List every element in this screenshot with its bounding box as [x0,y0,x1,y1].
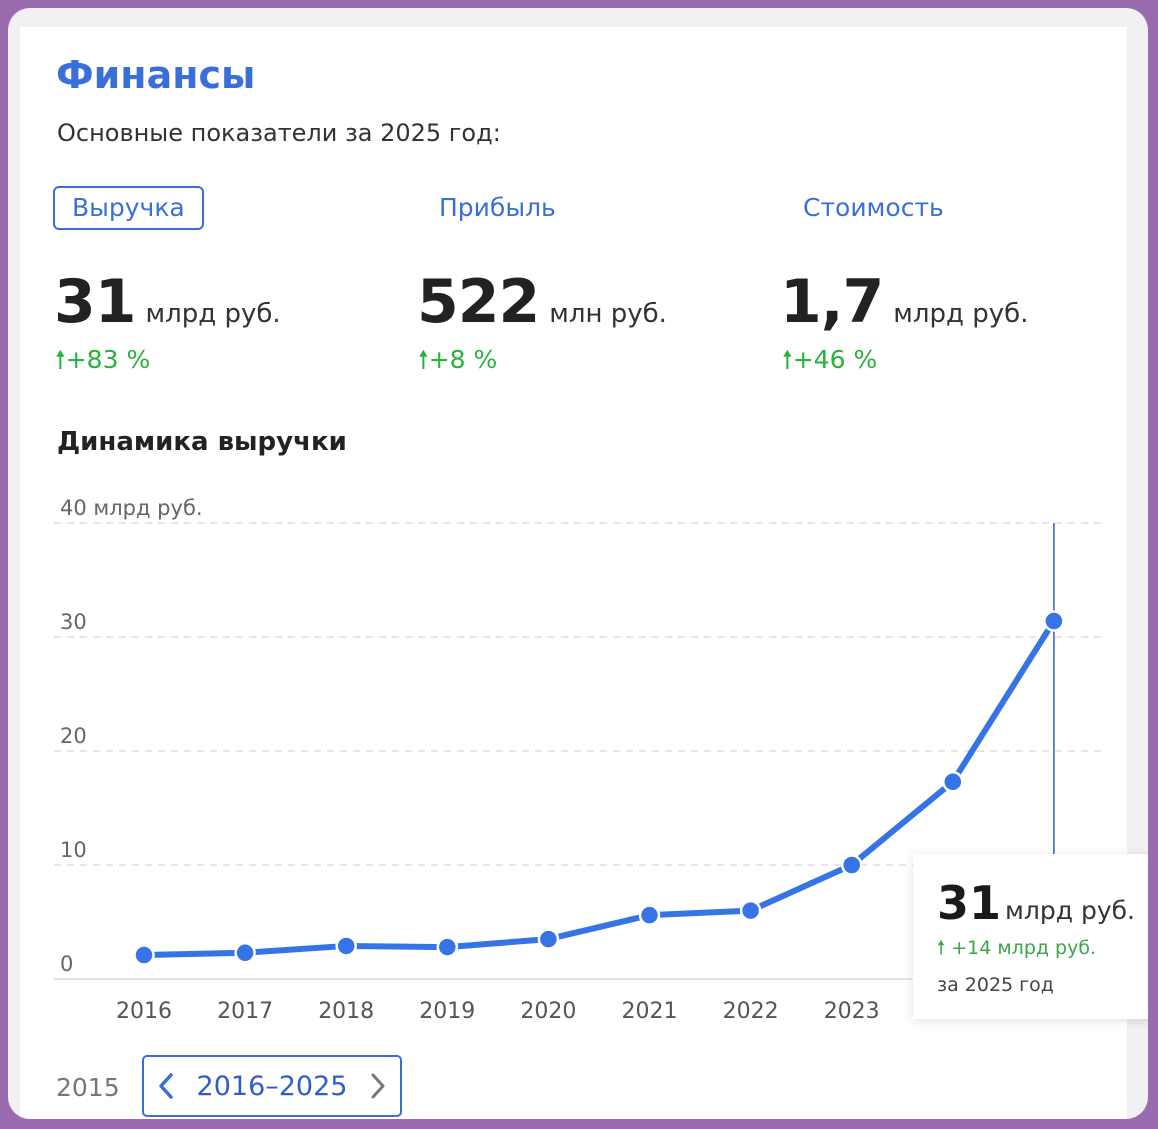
chevron-right-icon[interactable] [360,1067,394,1105]
x-tick-label: 2023 [824,999,880,1024]
tooltip-change: 🠕 +14 млрд руб. [937,937,1097,959]
arrow-up-icon: 🠕 [418,345,429,374]
tab-value[interactable]: Стоимость [803,193,944,222]
data-point [840,854,863,876]
arrow-up-icon: 🠕 [782,345,793,374]
page-subtitle: Основные показатели за 2025 год: [57,119,501,147]
y-tick-label: 30 [60,610,87,634]
metric-value: 1,7 млрд руб. [780,267,1028,337]
prev-year-link[interactable]: 2015 [56,1073,120,1102]
tooltip-period: за 2025 год [937,974,1054,996]
metric-revenue-unit: млрд руб. [145,299,281,329]
y-tick-label: 20 [60,724,87,748]
metric-value-unit: млрд руб. [893,299,1029,329]
x-tick-label: 2021 [622,999,678,1024]
metric-value-change: 🠕+46 % [782,345,878,374]
data-point [234,942,256,964]
metric-profit: 522 млн руб. [417,267,667,337]
x-tick-label: 2019 [419,999,475,1024]
metric-profit-change: 🠕+8 % [418,345,498,374]
metric-revenue: 31 млрд руб. [54,267,281,337]
year-range-label: 2016–2025 [196,1071,348,1102]
y-tick-label: 0 [60,952,73,976]
frame: Финансы Основные показатели за 2025 год:… [8,8,1148,1119]
chevron-left-icon[interactable] [150,1067,184,1105]
data-point [739,899,762,922]
metric-revenue-value: 31 [54,267,136,337]
data-point [942,771,964,793]
data-point [537,928,560,950]
data-point [133,944,155,966]
x-tick-label: 2018 [318,999,374,1024]
metric-profit-unit: млн руб. [549,299,667,329]
arrow-up-icon: 🠕 [937,937,946,959]
tooltip-value: 31 [937,876,1002,930]
x-tick-label: 2022 [723,999,779,1024]
data-point [638,904,661,926]
data-point [335,935,357,957]
chart-title: Динамика выручки [57,427,347,457]
metric-value-value: 1,7 [780,267,884,337]
series-line [141,618,1057,959]
data-point [436,936,459,958]
tooltip-unit: млрд руб. [1005,896,1135,925]
y-tick-label: 10 [60,838,87,862]
metric-revenue-change: 🠕+83 % [55,345,151,374]
finance-card: Финансы Основные показатели за 2025 год:… [20,27,1148,1119]
year-range-selector: 2016–2025 [142,1055,402,1117]
data-point [1043,610,1065,632]
x-tick-label: 2016 [116,999,172,1024]
metric-profit-value: 522 [417,267,540,337]
arrow-up-icon: 🠕 [55,345,66,374]
chart-tooltip: 31 млрд руб. 🠕 +14 млрд руб. за 2025 год [913,854,1148,1019]
page-title: Финансы [56,53,256,97]
tab-profit[interactable]: Прибыль [439,193,556,222]
x-tick-label: 2020 [520,999,576,1024]
x-tick-label: 2017 [217,999,273,1024]
y-tick-label: 40 млрд руб. [60,496,203,520]
tab-revenue[interactable]: Выручка [53,186,204,230]
